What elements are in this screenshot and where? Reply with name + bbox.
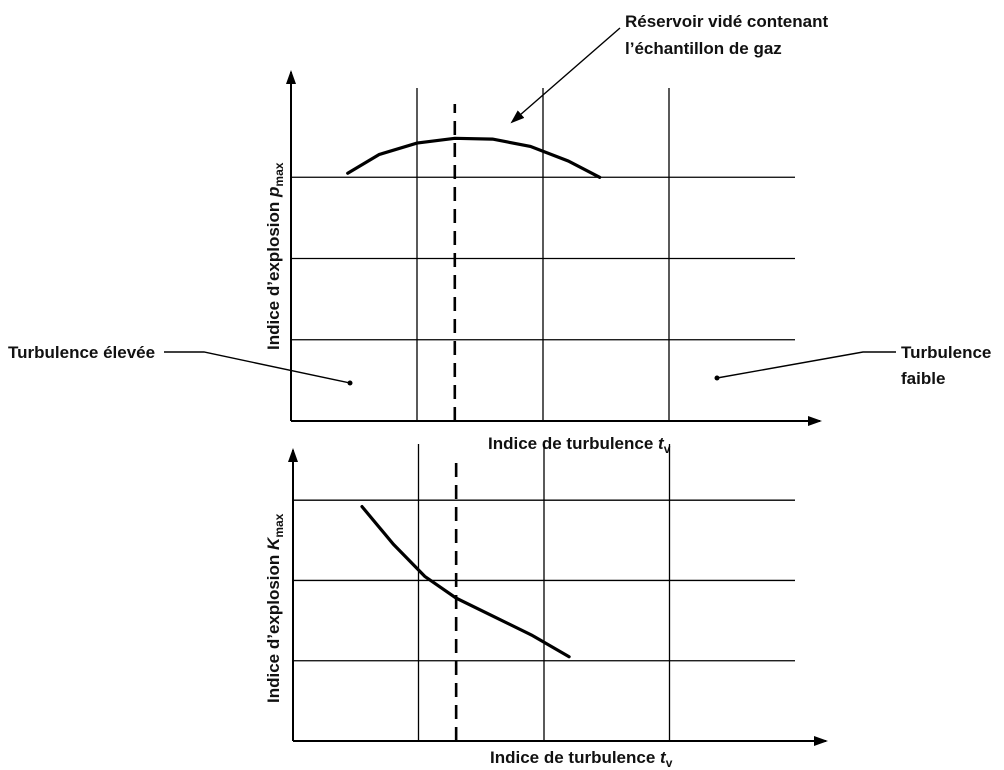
reservoir-arrow — [510, 27, 621, 124]
high-turbulence-annotation: Turbulence élevée — [8, 343, 353, 386]
top-chart: Indice de turbulence tv Indice d’explosi… — [264, 70, 822, 456]
reservoir-label-line1: Réservoir vidé contenant — [625, 12, 828, 31]
high-turbulence-leader — [164, 351, 351, 384]
reservoir-annotation: Réservoir vidé contenant l’échantillon d… — [510, 12, 828, 124]
bottom-gridlines — [293, 444, 795, 741]
bottom-kmax-curve — [360, 505, 571, 659]
bottom-chart: Indice de turbulence tv Indice d’explosi… — [264, 444, 828, 770]
top-x-axis-label: Indice de turbulence tv — [488, 434, 671, 456]
low-turbulence-label-line1: Turbulence — [901, 343, 991, 362]
low-turbulence-point — [714, 375, 720, 381]
top-pmax-curve — [346, 136, 602, 179]
top-gridlines — [291, 88, 795, 421]
reservoir-label-line2: l’échantillon de gaz — [625, 39, 782, 58]
top-y-axis-label: Indice d’explosion pmax — [264, 162, 286, 350]
bottom-x-axis-label: Indice de turbulence tv — [490, 748, 673, 770]
low-turbulence-annotation: Turbulence faible — [714, 343, 991, 388]
high-turbulence-label: Turbulence élevée — [8, 343, 155, 362]
bottom-y-axis-label: Indice d’explosion Kmax — [264, 513, 286, 703]
low-turbulence-label-line2: faible — [901, 369, 945, 388]
low-turbulence-leader — [716, 351, 896, 379]
high-turbulence-point — [347, 380, 353, 386]
